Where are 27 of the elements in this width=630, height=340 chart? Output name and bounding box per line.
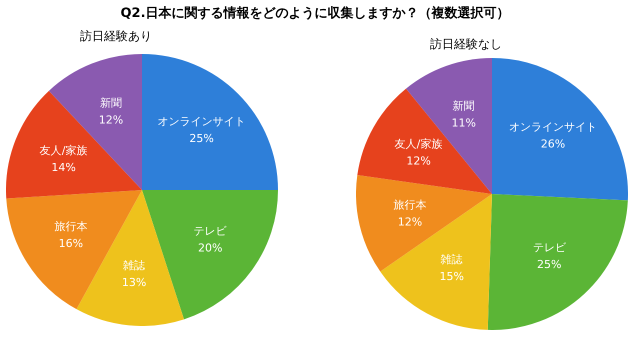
data-label: 14%	[51, 160, 76, 174]
slice-label: 雑誌	[123, 258, 146, 272]
slice-label: 雑誌	[440, 252, 463, 266]
slice-label: 友人/家族	[40, 144, 88, 157]
slice-label: テレビ	[194, 224, 228, 238]
data-label: 16%	[58, 237, 84, 250]
slice-label: テレビ	[532, 240, 567, 254]
data-label: 11%	[451, 116, 476, 130]
data-label: 15%	[440, 270, 464, 283]
slice-label: 友人/家族	[394, 137, 442, 150]
data-label: 12%	[98, 113, 124, 126]
data-label: 13%	[122, 276, 146, 289]
data-label: 26%	[540, 138, 566, 151]
data-label: 12%	[406, 154, 431, 168]
slice-label: 新聞	[100, 96, 122, 110]
slice-label: 旅行本	[393, 198, 426, 212]
data-label: 25%	[537, 258, 562, 271]
data-label: 25%	[189, 132, 214, 146]
slice-label: オンラインサイト	[509, 120, 597, 134]
chart-subtitle: 訪日経験なし	[430, 36, 502, 53]
text: Q2.日本に関する情報をどのように収集しますか？（複数選択可）	[119, 4, 511, 22]
slice-label: 新聞	[452, 99, 475, 112]
data-label: 12%	[398, 215, 422, 228]
chart-subtitle: 訪日経験あり	[80, 28, 152, 45]
data-label: 20%	[198, 241, 222, 254]
slice-label: 旅行本	[54, 220, 88, 234]
slice-label: オンラインサイト	[158, 115, 246, 128]
